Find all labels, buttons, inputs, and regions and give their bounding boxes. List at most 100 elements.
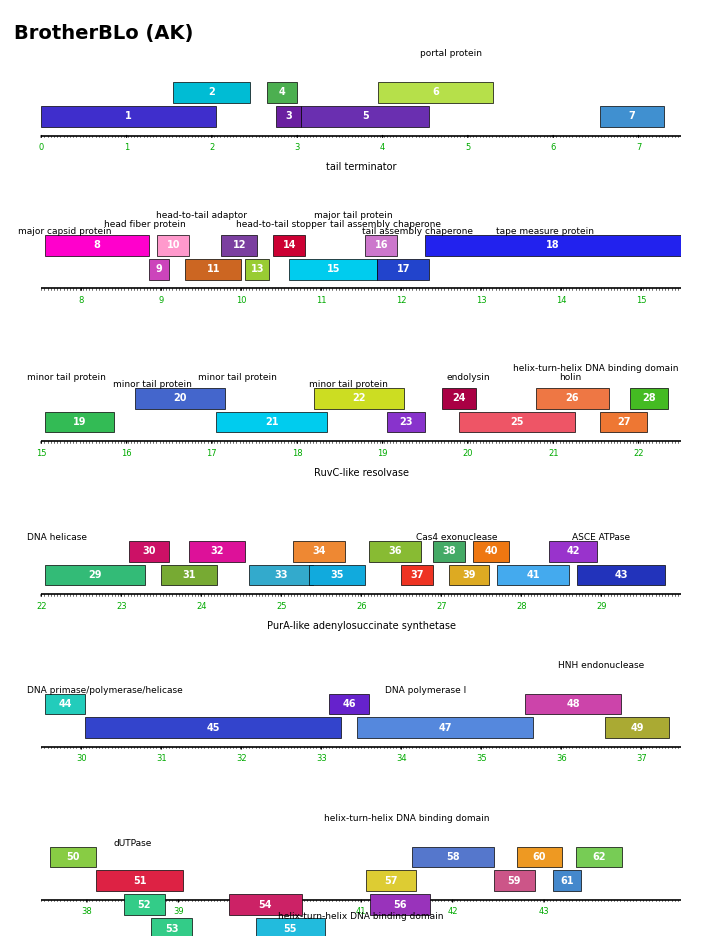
FancyBboxPatch shape — [50, 846, 96, 867]
Text: 60: 60 — [533, 852, 546, 862]
Text: 33: 33 — [275, 570, 288, 580]
Text: 29: 29 — [88, 570, 102, 580]
Text: tail assembly chaperone: tail assembly chaperone — [330, 220, 441, 229]
Text: 19: 19 — [73, 417, 86, 427]
FancyBboxPatch shape — [45, 693, 85, 714]
Text: 23: 23 — [400, 417, 413, 427]
Text: helix-turn-helix DNA binding domain: helix-turn-helix DNA binding domain — [278, 912, 444, 922]
Text: 52: 52 — [138, 900, 151, 910]
FancyBboxPatch shape — [249, 565, 313, 586]
Text: 14: 14 — [556, 296, 566, 304]
Text: minor tail protein: minor tail protein — [198, 373, 277, 381]
Text: head-to-tail stopper: head-to-tail stopper — [236, 220, 326, 229]
Text: 30: 30 — [143, 546, 156, 556]
Text: 15: 15 — [326, 264, 340, 274]
FancyBboxPatch shape — [45, 565, 145, 586]
Text: 17: 17 — [397, 264, 410, 274]
Text: 25: 25 — [276, 601, 287, 611]
Text: major tail protein: major tail protein — [314, 211, 393, 220]
Text: 15: 15 — [636, 296, 647, 304]
Text: tail terminator: tail terminator — [326, 163, 397, 172]
Text: 48: 48 — [566, 699, 580, 709]
FancyBboxPatch shape — [221, 235, 257, 256]
Text: 11: 11 — [206, 264, 220, 274]
Text: 39: 39 — [173, 907, 184, 917]
FancyBboxPatch shape — [412, 846, 493, 867]
FancyBboxPatch shape — [378, 82, 493, 103]
FancyBboxPatch shape — [549, 541, 597, 561]
Text: 62: 62 — [592, 852, 606, 862]
Text: DNA polymerase I: DNA polymerase I — [385, 686, 466, 695]
FancyBboxPatch shape — [45, 412, 114, 433]
FancyBboxPatch shape — [293, 541, 345, 561]
Text: 10: 10 — [236, 296, 246, 304]
FancyBboxPatch shape — [45, 235, 149, 256]
Text: 23: 23 — [116, 601, 126, 611]
Text: 6: 6 — [551, 143, 556, 151]
Text: 37: 37 — [410, 570, 424, 580]
FancyBboxPatch shape — [174, 82, 251, 103]
FancyBboxPatch shape — [268, 82, 297, 103]
Text: 42: 42 — [566, 546, 580, 556]
Text: 35: 35 — [330, 570, 344, 580]
Text: 1: 1 — [124, 143, 129, 151]
Text: 32: 32 — [210, 546, 224, 556]
FancyBboxPatch shape — [161, 565, 217, 586]
Text: tail assembly chaperone: tail assembly chaperone — [361, 227, 473, 236]
Text: PurA-like adenylosuccinate synthetase: PurA-like adenylosuccinate synthetase — [267, 621, 455, 631]
FancyBboxPatch shape — [371, 894, 430, 915]
Text: minor tail protein: minor tail protein — [309, 380, 388, 389]
FancyBboxPatch shape — [536, 388, 609, 409]
FancyBboxPatch shape — [449, 565, 489, 586]
FancyBboxPatch shape — [216, 412, 327, 433]
Text: 4: 4 — [279, 87, 286, 97]
Text: major capsid protein: major capsid protein — [18, 227, 112, 236]
FancyBboxPatch shape — [85, 717, 341, 738]
FancyBboxPatch shape — [273, 235, 305, 256]
Text: 18: 18 — [292, 449, 303, 457]
Text: 10: 10 — [167, 241, 180, 250]
Text: 41: 41 — [356, 907, 366, 917]
Text: 34: 34 — [313, 546, 326, 556]
Text: DNA primase/polymerase/helicase: DNA primase/polymerase/helicase — [28, 686, 183, 695]
FancyBboxPatch shape — [554, 870, 580, 891]
Text: 0: 0 — [39, 143, 44, 151]
Text: minor tail protein: minor tail protein — [113, 380, 191, 389]
Text: BrotherBLo (AK): BrotherBLo (AK) — [14, 24, 193, 43]
FancyBboxPatch shape — [151, 918, 192, 939]
Text: 24: 24 — [196, 601, 206, 611]
Text: 4: 4 — [380, 143, 385, 151]
FancyBboxPatch shape — [245, 259, 269, 280]
Text: 26: 26 — [566, 393, 579, 403]
Text: 1: 1 — [126, 111, 132, 121]
Text: 59: 59 — [508, 876, 521, 885]
Text: 38: 38 — [443, 546, 456, 556]
Text: 61: 61 — [560, 876, 574, 885]
Text: tape measure protein: tape measure protein — [496, 227, 594, 236]
FancyBboxPatch shape — [357, 717, 533, 738]
FancyBboxPatch shape — [497, 565, 569, 586]
Text: 12: 12 — [396, 296, 407, 304]
FancyBboxPatch shape — [377, 259, 429, 280]
Text: 34: 34 — [396, 754, 407, 764]
FancyBboxPatch shape — [493, 870, 535, 891]
FancyBboxPatch shape — [433, 541, 465, 561]
Text: 53: 53 — [164, 923, 178, 934]
Text: 19: 19 — [377, 449, 388, 457]
Text: 13: 13 — [251, 264, 264, 274]
Text: head-to-tail adaptor: head-to-tail adaptor — [156, 211, 246, 220]
Text: endolysin: endolysin — [446, 373, 490, 381]
Text: 58: 58 — [445, 852, 460, 862]
FancyBboxPatch shape — [600, 412, 647, 433]
Text: 40: 40 — [484, 546, 498, 556]
Text: 25: 25 — [510, 417, 524, 427]
FancyBboxPatch shape — [185, 259, 241, 280]
FancyBboxPatch shape — [401, 565, 433, 586]
Text: RuvC-like resolvase: RuvC-like resolvase — [313, 468, 409, 478]
FancyBboxPatch shape — [256, 918, 325, 939]
Text: 43: 43 — [539, 907, 549, 917]
Text: Cas4 exonuclease: Cas4 exonuclease — [417, 533, 498, 542]
Text: 27: 27 — [617, 417, 630, 427]
Text: portal protein: portal protein — [420, 49, 481, 58]
Text: 8: 8 — [94, 241, 101, 250]
